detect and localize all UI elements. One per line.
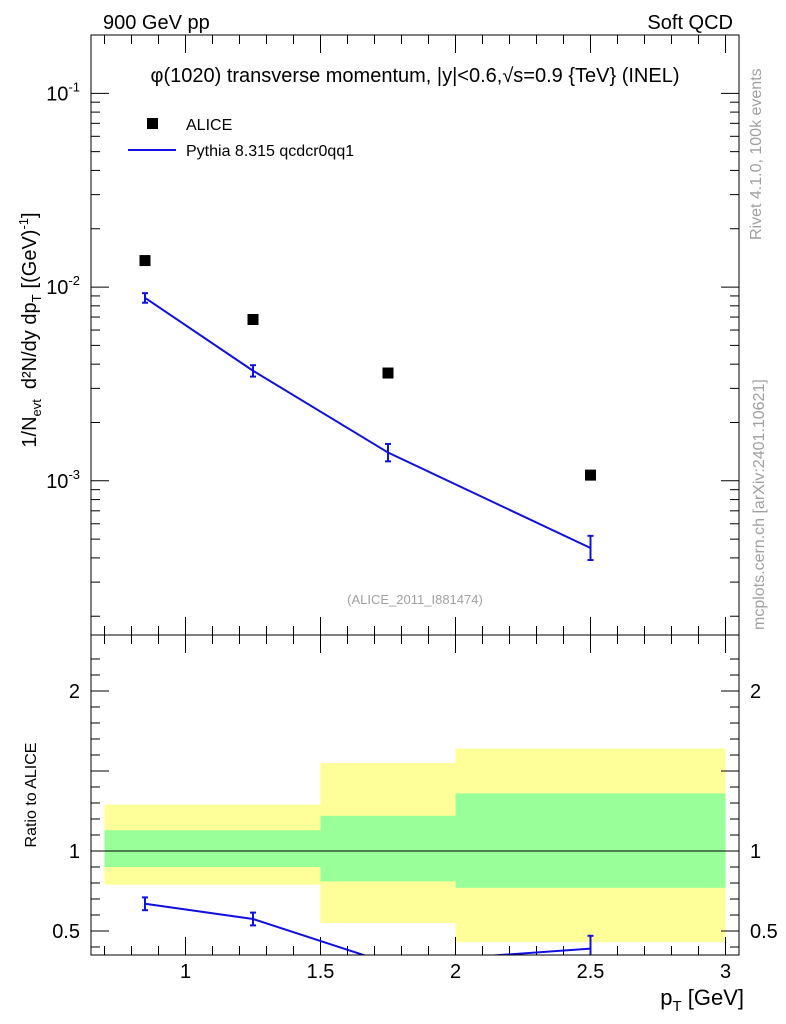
analysis-tag: (ALICE_2011_I881474): [347, 592, 483, 607]
x-tick-label: 3: [720, 961, 731, 983]
ratio-y-tick-label-right: 1: [750, 841, 761, 863]
legend: ALICE Pythia 8.315 qcdcr0qq1: [128, 117, 354, 160]
rivet-label: Rivet 4.1.0, 100k events: [748, 68, 765, 240]
y-tick-label: 10-1: [46, 79, 80, 105]
mcplots-label: mcplots.cern.ch [arXiv:2401.10621]: [751, 379, 768, 630]
ratio-band-inner: [455, 793, 726, 888]
pythia-line: [144, 296, 591, 549]
ratio-panel: 0.5 0.5 1 1 2 2 1 1.5 2 2.5 3 Ratio to ALICE pT [G…: [23, 634, 778, 1015]
ratio-panel-frame: [90, 634, 740, 956]
main-panel: 10-3 10-2 10-1 φ(1020) transverse momentum…: [16, 34, 740, 636]
ratio-panel-ticks: [91, 635, 739, 955]
ratio-line: [144, 902, 591, 955]
ratio-y-tick-label: 2: [69, 681, 80, 703]
x-tick-label: 2: [450, 961, 461, 983]
main-panel-y-tick-labels: 10-3 10-2 10-1: [46, 79, 80, 492]
ratio-band-inner: [104, 830, 321, 867]
y-tick-label: 10-3: [46, 467, 80, 493]
ratio-bands: [91, 748, 739, 943]
ratio-y-tick-label: 0.5: [52, 921, 80, 943]
header-right: Soft QCD: [647, 12, 733, 34]
x-tick-label: 1.5: [307, 961, 335, 983]
ratio-panel-tick-labels: 0.5 0.5 1 1 2 2 1 1.5 2 2.5 3: [52, 681, 778, 983]
alice-data-point: [382, 367, 394, 379]
header-left: 900 GeV pp: [103, 12, 210, 34]
ratio-y-tick-label-right: 2: [750, 681, 761, 703]
y-tick-label: 10-2: [46, 273, 80, 299]
x-axis-label: pT [GeV]: [660, 985, 744, 1015]
ratio-panel-series: [142, 896, 594, 955]
alice-data-point: [247, 314, 259, 326]
x-tick-label: 2.5: [577, 961, 605, 983]
ratio-band-inner: [320, 815, 456, 882]
ratio-y-tick-label: 1: [69, 841, 80, 863]
legend-label-pythia: Pythia 8.315 qcdcr0qq1: [186, 143, 354, 160]
ratio-y-axis-label: Ratio to ALICE: [23, 743, 40, 848]
legend-marker-alice: [147, 118, 158, 129]
plot-title: φ(1020) transverse momentum, |y|<0.6,√s=…: [150, 65, 679, 87]
main-panel-series: [139, 255, 596, 562]
legend-label-alice: ALICE: [186, 117, 232, 134]
alice-data-point: [585, 469, 596, 481]
ratio-y-tick-label-right: 0.5: [750, 921, 778, 943]
alice-data-point: [139, 255, 151, 267]
x-tick-label: 1: [180, 961, 191, 983]
main-panel-ticks: [91, 34, 739, 635]
main-y-axis-label: 1/Nevtd²N/dy dpT[(GeV)-1]: [16, 212, 44, 447]
